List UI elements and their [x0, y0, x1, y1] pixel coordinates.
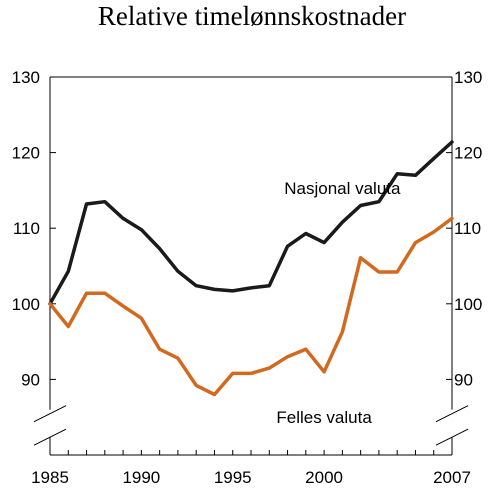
y-tick-label-right: 110 [454, 219, 481, 238]
x-tick-label: 2007 [433, 468, 471, 487]
axis-break-mark-right-2 [435, 428, 469, 446]
series-line-1 [48, 140, 454, 306]
y-tick-label-right: 130 [454, 68, 482, 87]
x-tick-label: 1990 [122, 468, 160, 487]
y-tick-label-right: 90 [454, 370, 473, 389]
y-tick-label-right: 100 [454, 295, 482, 314]
axis-break-mark-right-1 [435, 405, 469, 423]
axis-break-mark-left-2 [33, 428, 67, 446]
x-tick-label: 2000 [305, 468, 343, 487]
y-tick-label-left: 130 [12, 68, 40, 87]
x-tick-label: 1985 [31, 468, 69, 487]
y-tick-label-left: 90 [21, 370, 40, 389]
series-lines [48, 140, 454, 397]
axis-break-mark-left-1 [33, 405, 67, 423]
series-label-2: Felles valuta [276, 408, 372, 427]
series-labels: Nasjonal valuta Felles valuta [276, 179, 401, 427]
axes [33, 76, 469, 456]
tick-labels: 130 130 120 120 110 110 100 100 90 90 1985 1990 1995… [12, 68, 483, 487]
series-label-1: Nasjonal valuta [284, 179, 401, 198]
y-tick-label-right: 120 [454, 144, 482, 163]
y-tick-label-left: 120 [12, 144, 40, 163]
chart-title: Relative timelønnskostnader [98, 1, 406, 31]
x-tick-label: 1995 [214, 468, 252, 487]
y-tick-label-left: 100 [12, 295, 40, 314]
y-tick-label-left: 110 [13, 219, 40, 238]
series-line-2 [48, 216, 454, 397]
